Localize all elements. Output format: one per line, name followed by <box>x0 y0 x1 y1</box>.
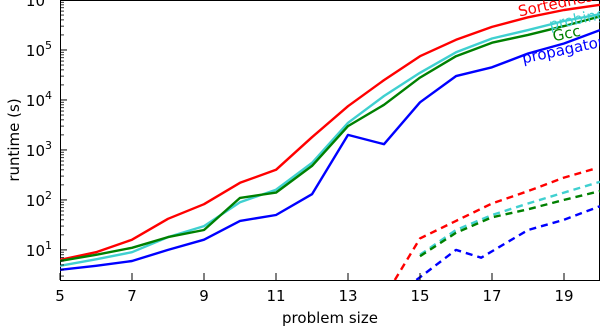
x-tick-label: 9 <box>199 287 209 305</box>
y-tick-label: 104 <box>26 89 52 110</box>
y-tick-label: 106 <box>26 0 52 10</box>
x-tick-label: 13 <box>338 287 357 305</box>
series-line-gcc-solid-2 <box>60 15 600 263</box>
series-annotation-gcc: Gcc <box>551 22 582 45</box>
x-tick-label: 17 <box>482 287 501 305</box>
y-tick-label: 103 <box>26 139 52 160</box>
series-line-unlabeled-dashed-5 <box>419 180 600 256</box>
y-tick-label: 102 <box>26 189 52 210</box>
series-line-unlabeled-dashed-6 <box>419 189 600 258</box>
x-tick-layer: 5 7 9 11 13 15 17 19 <box>55 273 574 305</box>
series-line-unlabeled-dashed-7 <box>415 205 600 280</box>
y-tick-label: 105 <box>26 39 52 60</box>
y-tick-label: 101 <box>26 239 52 260</box>
series-line-propagator-solid-3 <box>60 28 600 271</box>
x-tick-label: 19 <box>554 287 573 305</box>
x-axis-title: problem size <box>282 309 378 327</box>
series-line-probing-solid-1 <box>60 13 600 267</box>
y-tick-layer: 101 102 103 104 105 106 <box>26 0 67 277</box>
x-tick-label: 11 <box>266 287 285 305</box>
x-tick-label: 7 <box>127 287 137 305</box>
plot-frame <box>60 0 600 281</box>
x-tick-label: 15 <box>410 287 429 305</box>
series-line-unlabeled-dashed-4 <box>393 168 594 280</box>
x-tick-label: 5 <box>55 287 65 305</box>
y-axis-title: runtime (s) <box>5 98 23 181</box>
series-line-sortedness-solid-0 <box>60 3 600 262</box>
series-layer <box>60 3 600 280</box>
